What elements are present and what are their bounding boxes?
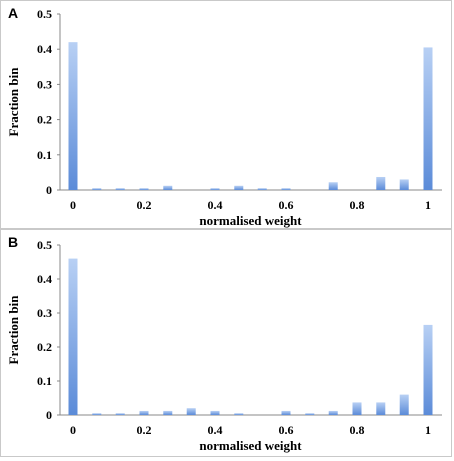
bar [328, 182, 338, 190]
x-tick-label: 0.8 [350, 423, 365, 437]
x-tick-label: 0.4 [208, 198, 223, 212]
x-tick-label: 0.2 [137, 198, 152, 212]
y-tick-label: 0.2 [37, 340, 52, 354]
x-axis-label: normalised weight [199, 213, 302, 228]
bar [234, 413, 244, 415]
panel-label-b: B [8, 234, 19, 250]
bar [163, 410, 173, 415]
y-tick-label: 0 [46, 183, 52, 197]
bar [186, 408, 196, 415]
y-axis-label: Fraction bin [6, 67, 21, 137]
bar [257, 188, 267, 190]
bar [399, 394, 409, 415]
bar [352, 402, 362, 415]
panel-label-a: A [8, 5, 19, 21]
bar [423, 47, 433, 190]
x-tick-label: 0.6 [279, 198, 294, 212]
bar [305, 413, 315, 415]
bar [376, 176, 386, 190]
bar [139, 410, 149, 415]
y-tick-label: 0.1 [37, 148, 52, 162]
bar [281, 188, 291, 190]
bar [115, 188, 125, 190]
y-tick-label: 0.5 [37, 238, 52, 252]
chart-panel-b: B 0 0.1 0.2 0.3 0.4 0.5 0 0.2 0.4 0.6 0.8 1 normalis… [0, 229, 452, 457]
bar [115, 413, 125, 415]
x-tick-label: 0.2 [137, 423, 152, 437]
x-tick-label: 0 [70, 198, 76, 212]
bar [139, 188, 149, 190]
y-tick-label: 0.4 [37, 272, 52, 286]
bar [423, 324, 433, 415]
bar [210, 410, 220, 415]
bar [376, 402, 386, 415]
chart-b: 0 0.1 0.2 0.3 0.4 0.5 0 0.2 0.4 0.6 0.8 1 normalised… [6, 238, 442, 453]
y-tick-label: 0.3 [37, 77, 52, 91]
y-tick-label: 0.2 [37, 113, 52, 127]
x-axis-label: normalised weight [199, 438, 302, 453]
y-axis-label: Fraction bin [6, 295, 21, 365]
bar [92, 413, 102, 415]
y-tick-label: 0.3 [37, 306, 52, 320]
chart-a: 0 0.1 0.2 0.3 0.4 0.5 0 0.2 0.4 0.6 0.8 1 normalised… [6, 7, 442, 228]
bar [163, 185, 173, 190]
chart-panel-a: A 0 0.1 0.2 0.3 0.4 0.5 0 0.2 0.4 0.6 0.8 1 normalis… [0, 0, 452, 229]
x-tick-label: 1 [425, 423, 431, 437]
x-tick-label: 0 [70, 423, 76, 437]
bar [281, 410, 291, 415]
x-tick-label: 0.4 [208, 423, 223, 437]
y-tick-label: 0.1 [37, 374, 52, 388]
y-tick-label: 0.4 [37, 42, 52, 56]
bar [68, 258, 78, 415]
x-tick-label: 1 [425, 198, 431, 212]
bar [399, 179, 409, 190]
x-tick-label: 0.6 [279, 423, 294, 437]
bar [234, 185, 244, 190]
y-tick-label: 0 [46, 408, 52, 422]
y-tick-label: 0.5 [37, 7, 52, 21]
bar [328, 410, 338, 415]
bar [92, 188, 102, 190]
bar [68, 42, 78, 190]
bar [210, 188, 220, 190]
x-tick-label: 0.8 [350, 198, 365, 212]
